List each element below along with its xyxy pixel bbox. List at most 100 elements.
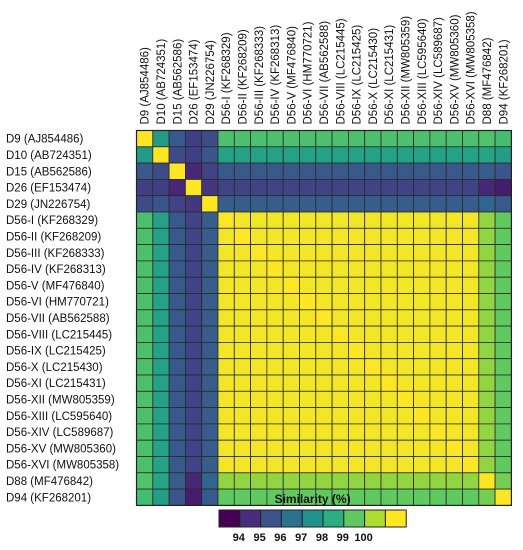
legend-ticks: 94 95 96 97 98 99 100 — [233, 532, 373, 544]
heatmap-cell — [331, 374, 349, 392]
heatmap-cell — [315, 325, 333, 343]
heatmap-cell — [445, 439, 463, 457]
heatmap-cell — [282, 195, 300, 213]
heatmap-cell — [494, 178, 512, 197]
heatmap-cell — [331, 244, 349, 262]
heatmap-cell — [380, 488, 398, 506]
heatmap-cell — [445, 178, 463, 197]
heatmap-cell — [250, 162, 268, 180]
legend-swatch — [364, 509, 386, 528]
heatmap-cell — [445, 227, 463, 246]
heatmap-cell — [380, 276, 398, 294]
heatmap-cell — [282, 390, 300, 408]
heatmap-cell — [413, 227, 431, 246]
heatmap-cell — [282, 293, 300, 311]
heatmap-cell — [184, 439, 203, 457]
column-label: D56-X (LC215430) — [368, 28, 380, 125]
heatmap-cell — [282, 423, 300, 441]
heatmap-cell — [364, 244, 382, 262]
heatmap-cell — [429, 146, 447, 164]
heatmap-cell — [168, 439, 186, 457]
heatmap-cell — [299, 244, 317, 262]
heatmap-cell — [217, 162, 235, 180]
heatmap-cell — [478, 276, 496, 294]
row-label: D15 (AB562586) — [6, 166, 92, 178]
heatmap-cell — [413, 130, 431, 148]
row-label: D56-I (KF268329) — [6, 215, 98, 227]
heatmap-cell — [282, 325, 300, 343]
heatmap-cell — [201, 178, 219, 197]
heatmap-cell — [478, 390, 496, 408]
heatmap-cell — [250, 423, 268, 441]
heatmap-cell — [396, 260, 414, 278]
heatmap-cell — [396, 390, 414, 408]
heatmap-cell — [299, 162, 317, 180]
heatmap-cell — [184, 456, 203, 474]
heatmap-cell — [380, 146, 398, 164]
heatmap-cell — [445, 423, 463, 441]
heatmap-cell — [282, 276, 300, 294]
heatmap-cell — [250, 178, 268, 197]
heatmap-cell — [462, 178, 480, 197]
heatmap-cell — [136, 146, 154, 164]
column-label: D56-IX (LC215425) — [352, 25, 364, 125]
heatmap-cell — [315, 276, 333, 294]
heatmap-cell — [315, 423, 333, 441]
heatmap-cell — [429, 423, 447, 441]
heatmap-cell — [266, 178, 284, 197]
heatmap-cell — [315, 178, 333, 197]
heatmap-cell — [396, 162, 414, 180]
heatmap-cell — [380, 407, 398, 425]
heatmap-cell — [282, 407, 300, 425]
row-label: D56-X (LC215430) — [6, 362, 103, 374]
heatmap-cell — [152, 309, 170, 327]
heatmap-cell — [364, 407, 382, 425]
heatmap-cell — [364, 260, 382, 278]
heatmap-cell — [380, 472, 398, 490]
heatmap-cell — [413, 374, 431, 392]
heatmap-cell — [152, 244, 170, 262]
column-label: D29 (JN226754) — [205, 40, 217, 125]
heatmap-cell — [494, 325, 512, 343]
heatmap-cell — [184, 341, 203, 360]
heatmap-cell — [380, 244, 398, 262]
heatmap-cell — [380, 325, 398, 343]
heatmap-cell — [184, 260, 203, 278]
legend-swatch — [260, 509, 282, 528]
heatmap-cell — [282, 130, 300, 148]
row-label: D94 (KF268201) — [6, 492, 91, 504]
heatmap-cell — [184, 130, 203, 148]
heatmap-cell — [250, 472, 268, 490]
heatmap-cell — [494, 456, 512, 474]
heatmap-cell — [347, 227, 366, 246]
heatmap-cell — [266, 390, 284, 408]
legend-tick-label: 96 — [274, 532, 286, 544]
heatmap-cell — [347, 130, 366, 148]
heatmap-cell — [168, 423, 186, 441]
heatmap-cell — [152, 227, 170, 246]
heatmap-cell — [494, 423, 512, 441]
heatmap-cell — [168, 390, 186, 408]
heatmap-cell — [494, 472, 512, 490]
heatmap-cell — [266, 439, 284, 457]
heatmap-cell — [266, 130, 284, 148]
heatmap-cell — [299, 374, 317, 392]
heatmap-cell — [201, 162, 219, 180]
row-label: D88 (MF476842) — [6, 476, 93, 488]
heatmap-cell — [152, 374, 170, 392]
heatmap-cell — [347, 211, 366, 229]
column-label: D56-XV (MW805360) — [449, 14, 461, 124]
heatmap-cell — [250, 211, 268, 229]
heatmap-cell — [445, 341, 463, 360]
heatmap-cell — [478, 260, 496, 278]
heatmap-cell — [347, 488, 366, 506]
row-label: D56-III (KF268333) — [6, 248, 105, 260]
legend-swatch — [301, 509, 324, 528]
heatmap-cell — [233, 423, 252, 441]
heatmap-cell — [429, 293, 447, 311]
heatmap-cell — [347, 423, 366, 441]
heatmap-cell — [413, 488, 431, 506]
heatmap-cell — [396, 195, 414, 213]
heatmap-cell — [136, 472, 154, 490]
heatmap-cell — [233, 227, 252, 246]
